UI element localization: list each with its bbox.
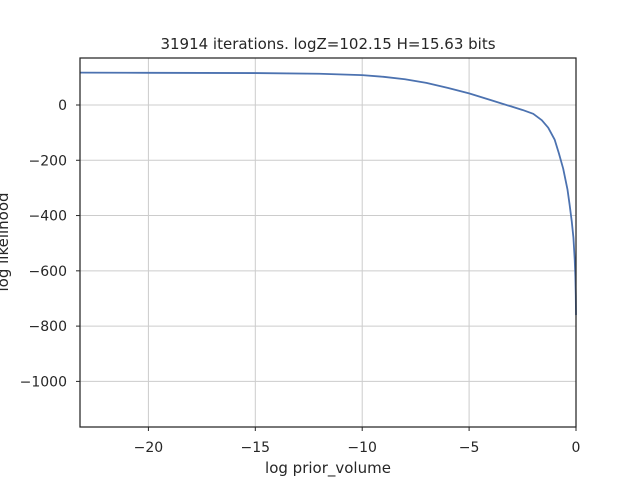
y-tick-label: −400 [29, 209, 67, 225]
y-tick-label: −800 [29, 319, 67, 335]
y-axis-label: log likelihood [0, 192, 12, 291]
plot-frame [79, 57, 577, 428]
y-tick-label: −1000 [20, 374, 67, 390]
y-axis-ticks: 0 −200 −400 −600 −800 −1000 [20, 98, 80, 390]
grid-lines [80, 58, 577, 427]
series-line [79, 71, 577, 316]
x-tick-label: −5 [459, 440, 480, 456]
x-tick-label: −10 [347, 440, 377, 456]
y-tick-label: −600 [29, 264, 67, 280]
chart-title: 31914 iterations. logZ=102.15 H=15.63 bi… [160, 35, 495, 53]
x-axis-ticks: −20 −15 −10 −5 0 [134, 427, 581, 456]
x-tick-label: −15 [241, 440, 271, 456]
series-layer [79, 71, 577, 316]
x-tick-label: −20 [134, 440, 164, 456]
x-tick-label: 0 [572, 440, 581, 456]
x-axis-label: log prior_volume [265, 459, 391, 478]
y-tick-label: −200 [29, 153, 67, 169]
y-tick-label: 0 [58, 98, 67, 114]
